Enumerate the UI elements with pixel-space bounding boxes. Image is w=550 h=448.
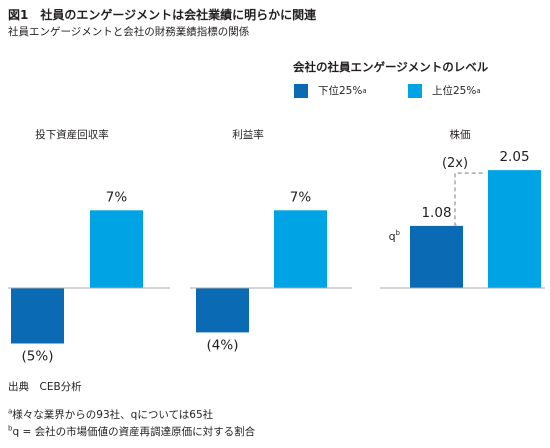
footnote-a: a様々な業界からの93社、qについては65社 <box>8 407 213 422</box>
figure-subtitle: 社員エンゲージメントと会社の財務業績指標の関係 <box>8 26 250 38</box>
source-note: 出典 CEB分析 <box>8 381 82 393</box>
data-label-3-2: 2.05 <box>499 149 529 165</box>
data-label-1-2: 7% <box>106 189 128 205</box>
legend-sup-high: a <box>476 86 481 95</box>
footnote-a-mark: a <box>8 407 13 416</box>
bar-1-1 <box>11 288 64 344</box>
legend-title: 会社の社員エンゲージメントのレベル <box>293 60 489 74</box>
data-label-1-1: (5%) <box>22 349 54 365</box>
legend-label-high: 上位25% <box>432 85 477 97</box>
footnote-a-text: 様々な業界からの93社、qについては65社 <box>12 409 214 421</box>
footnote-b-mark: b <box>8 424 13 433</box>
legend-label-low: 下位25% <box>318 85 363 97</box>
comparison-bracket <box>454 172 486 226</box>
chart-title-1: 投下資産回収率 <box>35 128 109 141</box>
data-label-2-1: (4%) <box>207 337 239 353</box>
data-label-2-2: 7% <box>290 189 312 205</box>
figure-title: 図1 社員のエンゲージメントは会社業績に明らかに関連 <box>8 8 317 22</box>
bar-1-2 <box>90 210 143 288</box>
legend-item-high: 上位25% a <box>408 83 481 98</box>
data-label-3-1: 1.08 <box>421 205 451 221</box>
legend-item-low: 下位25% a <box>294 83 367 98</box>
legend-sup-low: a <box>362 86 367 95</box>
chart-title-2: 利益率 <box>232 128 264 141</box>
bar-3-1 <box>410 225 463 288</box>
chart-title-3: 株価 <box>450 128 471 141</box>
bar-2-1 <box>196 288 249 333</box>
footnote-b: bq = 会社の市場価値の資産再調達原価に対する割合 <box>8 424 255 439</box>
y-axis-label: qb <box>389 229 401 243</box>
ratio-annotation: (2x) <box>442 156 468 171</box>
legend-swatch-low <box>294 83 308 98</box>
bar-3-2 <box>488 170 541 288</box>
legend-swatch-high <box>408 83 422 98</box>
footnote-b-text: q = 会社の市場価値の資産再調達原価に対する割合 <box>12 426 256 438</box>
bar-2-2 <box>274 210 327 288</box>
